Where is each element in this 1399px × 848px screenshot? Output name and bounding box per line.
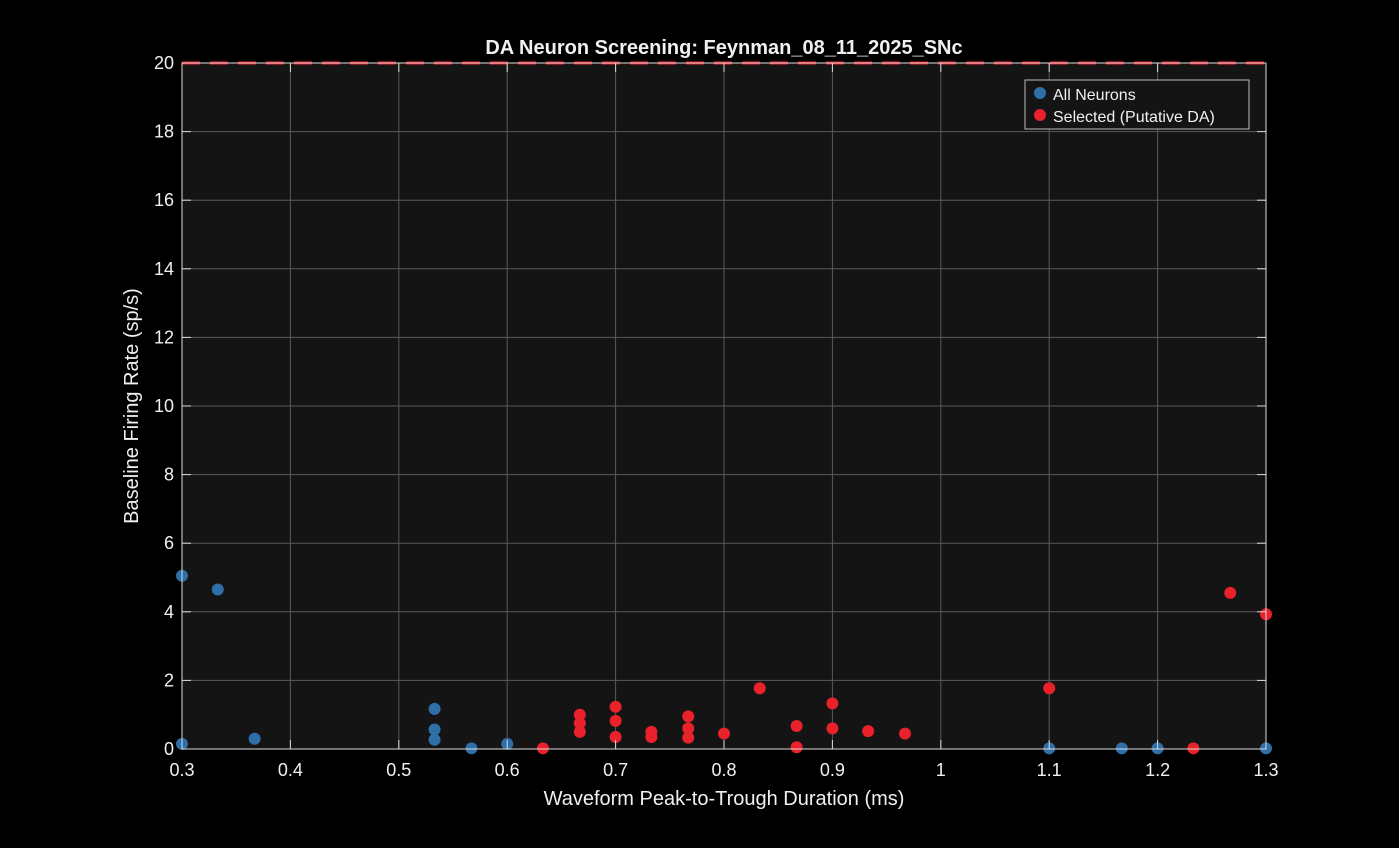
point-all-neurons	[248, 732, 261, 745]
chart-title: DA Neuron Screening: Feynman_08_11_2025_…	[485, 37, 962, 59]
point-all-neurons	[428, 702, 441, 715]
point-selected-putative-da	[790, 741, 803, 754]
y-tick-label: 14	[154, 259, 174, 279]
point-selected-putative-da	[682, 722, 695, 735]
point-all-neurons	[428, 723, 441, 736]
point-all-neurons	[465, 742, 478, 755]
data-points	[176, 569, 1272, 755]
y-axis-label: Baseline Firing Rate (sp/s)	[121, 288, 143, 524]
y-tick-label: 12	[154, 327, 174, 347]
x-tick-label: 0.7	[603, 760, 628, 780]
x-tick-label: 1.1	[1037, 760, 1062, 780]
x-tick-label: 0.3	[169, 760, 194, 780]
legend: All Neurons Selected (Putative DA)	[1024, 79, 1250, 130]
y-tick-label: 16	[154, 190, 174, 210]
point-selected-putative-da	[536, 742, 549, 755]
point-all-neurons	[428, 733, 441, 746]
y-tick-label: 4	[164, 602, 174, 622]
legend-box	[1024, 79, 1250, 130]
point-all-neurons	[1115, 742, 1128, 755]
x-tick-label: 0.8	[711, 760, 736, 780]
y-tick-label: 2	[164, 670, 174, 690]
legend-marker-all-neurons	[1034, 87, 1046, 99]
y-tick-label: 20	[154, 53, 174, 73]
legend-marker-selected	[1034, 109, 1046, 121]
axes-box	[181, 62, 1267, 750]
point-selected-putative-da	[899, 727, 912, 740]
y-tick-label: 10	[154, 396, 174, 416]
point-selected-putative-da	[790, 720, 803, 733]
point-selected-putative-da	[753, 682, 766, 695]
point-selected-putative-da	[645, 730, 658, 743]
point-selected-putative-da	[826, 697, 839, 710]
x-tick-label: 1.2	[1145, 760, 1170, 780]
y-tick-label: 8	[164, 465, 174, 485]
point-selected-putative-da	[862, 725, 875, 738]
point-selected-putative-da	[573, 725, 586, 738]
point-selected-putative-da	[573, 708, 586, 721]
x-tick-label: 0.5	[386, 760, 411, 780]
point-selected-putative-da	[1187, 742, 1200, 755]
axes	[181, 62, 1267, 750]
legend-label-all-neurons: All Neurons	[1053, 87, 1136, 104]
x-tick-label: 0.9	[820, 760, 845, 780]
x-axis-label: Waveform Peak-to-Trough Duration (ms)	[544, 788, 905, 810]
point-selected-putative-da	[609, 730, 622, 743]
point-selected-putative-da	[718, 727, 730, 740]
x-tick-labels: 0.3 0.4 0.5 0.6 0.7 0.8 0.9 1 1.1 1.2 1.3	[169, 760, 1278, 780]
x-tick-label: 1.3	[1253, 760, 1278, 780]
y-tick-label: 18	[154, 122, 174, 142]
y-tick-labels: 0 2 4 6 8 10 12 14 16 18 20	[154, 53, 174, 759]
point-selected-putative-da	[573, 717, 586, 730]
point-selected-putative-da	[826, 722, 839, 735]
point-selected-putative-da	[1224, 586, 1237, 599]
legend-label-selected: Selected (Putative DA)	[1053, 109, 1215, 126]
y-tick-label: 0	[164, 739, 174, 759]
y-tick-label: 6	[164, 533, 174, 553]
point-selected-putative-da	[1043, 682, 1056, 695]
x-tick-label: 0.6	[495, 760, 520, 780]
point-selected-putative-da	[682, 731, 695, 744]
point-all-neurons	[211, 583, 224, 596]
point-selected-putative-da	[609, 700, 622, 713]
point-selected-putative-da	[609, 714, 622, 727]
x-tick-label: 1	[936, 760, 946, 780]
x-tick-label: 0.4	[278, 760, 303, 780]
point-selected-putative-da	[682, 710, 695, 723]
